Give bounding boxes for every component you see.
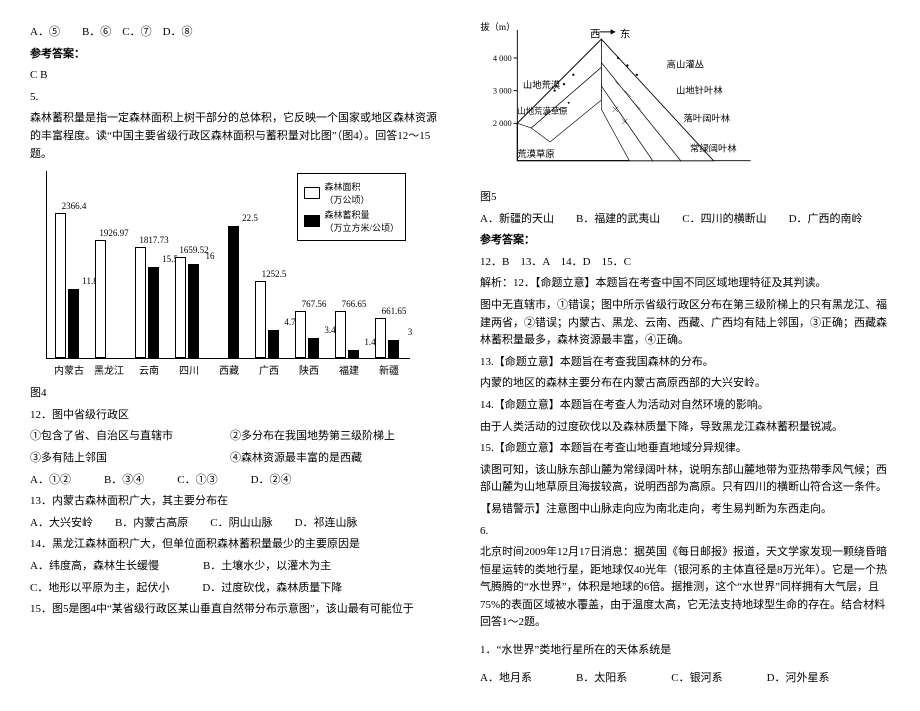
q5-num: 5. — [30, 89, 440, 107]
exp12a: 解析：12．【命题立意】本题旨在考查中国不同区域地理特征及其判读。 — [480, 275, 890, 293]
ref-title-2: 参考答案： — [480, 232, 890, 250]
ref-title: 参考答案： — [30, 46, 440, 64]
svg-text:3 000: 3 000 — [493, 86, 512, 95]
svg-text:东: 东 — [620, 27, 630, 40]
svg-text:山地荒漠草原: 山地荒漠草原 — [517, 106, 567, 116]
ans-line: 12．B 13．A 14．D 15．C — [480, 254, 890, 272]
q12-o3: ③多有陆上邻国④森林资源最丰富的是西藏 — [30, 450, 440, 468]
option-line: A．⑤ B．⑥ C．⑦ D．⑧ — [30, 24, 440, 42]
q14: 14．黑龙江森林面积广大，但单位面积森林蓄积量最少的主要原因是 — [30, 536, 440, 554]
fig4-label: 图4 — [30, 385, 440, 403]
q15: 15．图5是图4中“某省级行政区某山垂直自然带分布示意图”，该山最有可能位于 — [30, 601, 440, 619]
exp15c: 【易错警示】注意图中山脉走向应为南北走向，考生易判断为东西走向。 — [480, 501, 890, 519]
svg-text:4 000: 4 000 — [493, 54, 512, 63]
svg-text:山地针叶林: 山地针叶林 — [676, 84, 723, 96]
ref-ans: C B — [30, 67, 440, 85]
chart-legend: 森林面积（万公顷） 森林蓄积量（万立方米/公顷） — [297, 173, 406, 241]
svg-text:高山灌丛: 高山灌丛 — [667, 58, 704, 70]
exp13a: 13.【命题立意】本题旨在考查我国森林的分布。 — [480, 354, 890, 372]
q13-opts: A．大兴安岭 B．内蒙古高原 C．阴山山脉 D．祁连山脉 — [30, 515, 440, 533]
q14-opts: A．纬度高，森林生长缓慢 B．土壤水少，以灌木为主 — [30, 558, 440, 576]
svg-text:落叶阔叶林: 落叶阔叶林 — [683, 112, 730, 124]
exp15a: 15.【命题立意】本题旨在考查山地垂直地域分异规律。 — [480, 440, 890, 458]
q12: 12．图中省级行政区 — [30, 407, 440, 425]
q14-opts2: C．地形以平原为主，起伏小 D．过度砍伐，森林质量下降 — [30, 580, 440, 598]
svg-text:常绿阔叶林: 常绿阔叶林 — [690, 142, 737, 154]
mountain-diagram: 海拔（m） 4 000 3 000 2 000 — [480, 20, 760, 183]
svg-text:西: 西 — [590, 29, 600, 40]
fig5-label: 图5 — [480, 189, 890, 207]
q6-text: 北京时间2009年12月17日消息：据英国《每日邮报》报道，天文学家发现一颗绕昏… — [480, 544, 890, 632]
q6-1-opts: A．地月系 B．太阳系 C．银河系 D．河外星系 — [480, 670, 890, 688]
q6-num: 6. — [480, 523, 890, 541]
q12-o1: ①包含了省、自治区与直辖市②多分布在我国地势第三级阶梯上 — [30, 428, 440, 446]
svg-text:荒漠草原: 荒漠草原 — [517, 148, 554, 160]
svg-text:海拔（m）: 海拔（m） — [480, 21, 515, 33]
exp13b: 内蒙的地区的森林主要分布在内蒙古高原西部的大兴安岭。 — [480, 375, 890, 393]
fig5-opts: A．新疆的天山 B．福建的武夷山 C．四川的横断山 D．广西的南岭 — [480, 211, 890, 229]
exp12b: 图中无直辖市，①错误；图中所示省级行政区分布在第三级阶梯上的只有黑龙江、福建两省… — [480, 297, 890, 350]
q5-text: 森林蓄积量是指一定森林面积上树干部分的总体积，它反映一个国家或地区森林资源的丰富… — [30, 110, 440, 163]
q12-opts: A．①② B．③④ C．①③ D．②④ — [30, 472, 440, 490]
bar-chart: 2366.411.8内蒙古1926.97黑龙江1817.7315.5云南1659… — [30, 171, 410, 381]
exp14a: 14.【命题立意】本题旨在考查人为活动对自然环境的影响。 — [480, 397, 890, 415]
exp15b: 读图可知，该山脉东部山麓为常绿阔叶林，说明东部山麓地带为亚热带季风气候；西部山麓… — [480, 462, 890, 497]
svg-text:2 000: 2 000 — [493, 119, 512, 128]
exp14b: 由于人类活动的过度砍伐以及森林质量下降，导致黑龙江森林蓄积量锐减。 — [480, 419, 890, 437]
svg-text:山地荒漠: 山地荒漠 — [523, 79, 561, 91]
q13: 13．内蒙古森林面积广大，其主要分布在 — [30, 493, 440, 511]
